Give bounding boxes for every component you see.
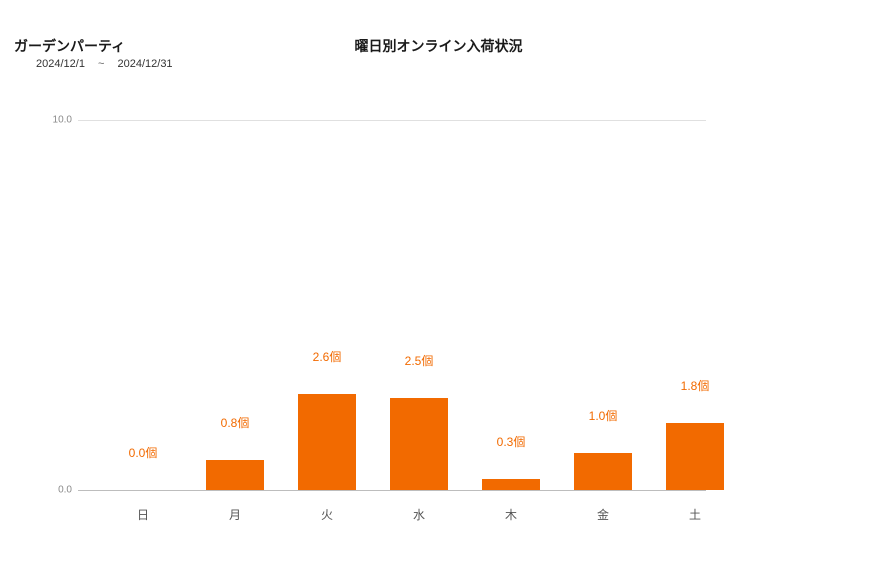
x-tick-label: 土 <box>660 506 730 523</box>
x-tick-label: 金 <box>568 506 638 523</box>
header: ガーデンパーティ 2024/12/1 ~ 2024/12/31 曜日別オンライン… <box>0 0 877 90</box>
bars-layer: 0.0個0.8個2.6個2.5個0.3個1.0個1.8個 <box>78 120 706 490</box>
plot-area: 0.0個0.8個2.6個2.5個0.3個1.0個1.8個 0.010.0 <box>78 120 706 491</box>
bar-value-label: 0.8個 <box>221 414 250 437</box>
bar <box>574 453 632 490</box>
y-tick-label: 10.0 <box>32 115 72 126</box>
x-tick-label: 火 <box>292 506 362 523</box>
bar <box>666 423 724 490</box>
x-tick-label: 日 <box>108 506 178 523</box>
chart: 0.0個 0.8個 2.6個 2.5個 0.3個 1.0個 1.8個 0.0 10.0 日 月 火… <box>0 110 877 540</box>
x-tick-label: 水 <box>384 506 454 523</box>
bar-value-label: 0.0個 <box>129 444 158 467</box>
date-range: 2024/12/1 ~ 2024/12/31 <box>36 58 173 70</box>
gridline <box>78 120 706 121</box>
bar <box>390 398 448 491</box>
bar-value-label: 1.8個 <box>681 377 710 400</box>
x-axis: 日月火水木金土 <box>78 492 706 522</box>
chart-title: 曜日別オンライン入荷状況 <box>0 36 877 56</box>
y-tick-label: 0.0 <box>32 485 72 496</box>
bar <box>206 460 264 490</box>
bar-value-label: 2.5個 <box>405 352 434 375</box>
x-tick-label: 月 <box>200 506 270 523</box>
x-tick-label: 木 <box>476 506 546 523</box>
date-range-separator: ~ <box>98 58 104 70</box>
date-to: 2024/12/31 <box>118 58 173 70</box>
bar-value-label: 2.6個 <box>313 348 342 371</box>
date-from: 2024/12/1 <box>36 58 85 70</box>
bar <box>298 394 356 490</box>
bar-value-label: 0.3個 <box>497 433 526 456</box>
bar-value-label: 1.0個 <box>589 407 618 430</box>
bar <box>482 479 540 490</box>
